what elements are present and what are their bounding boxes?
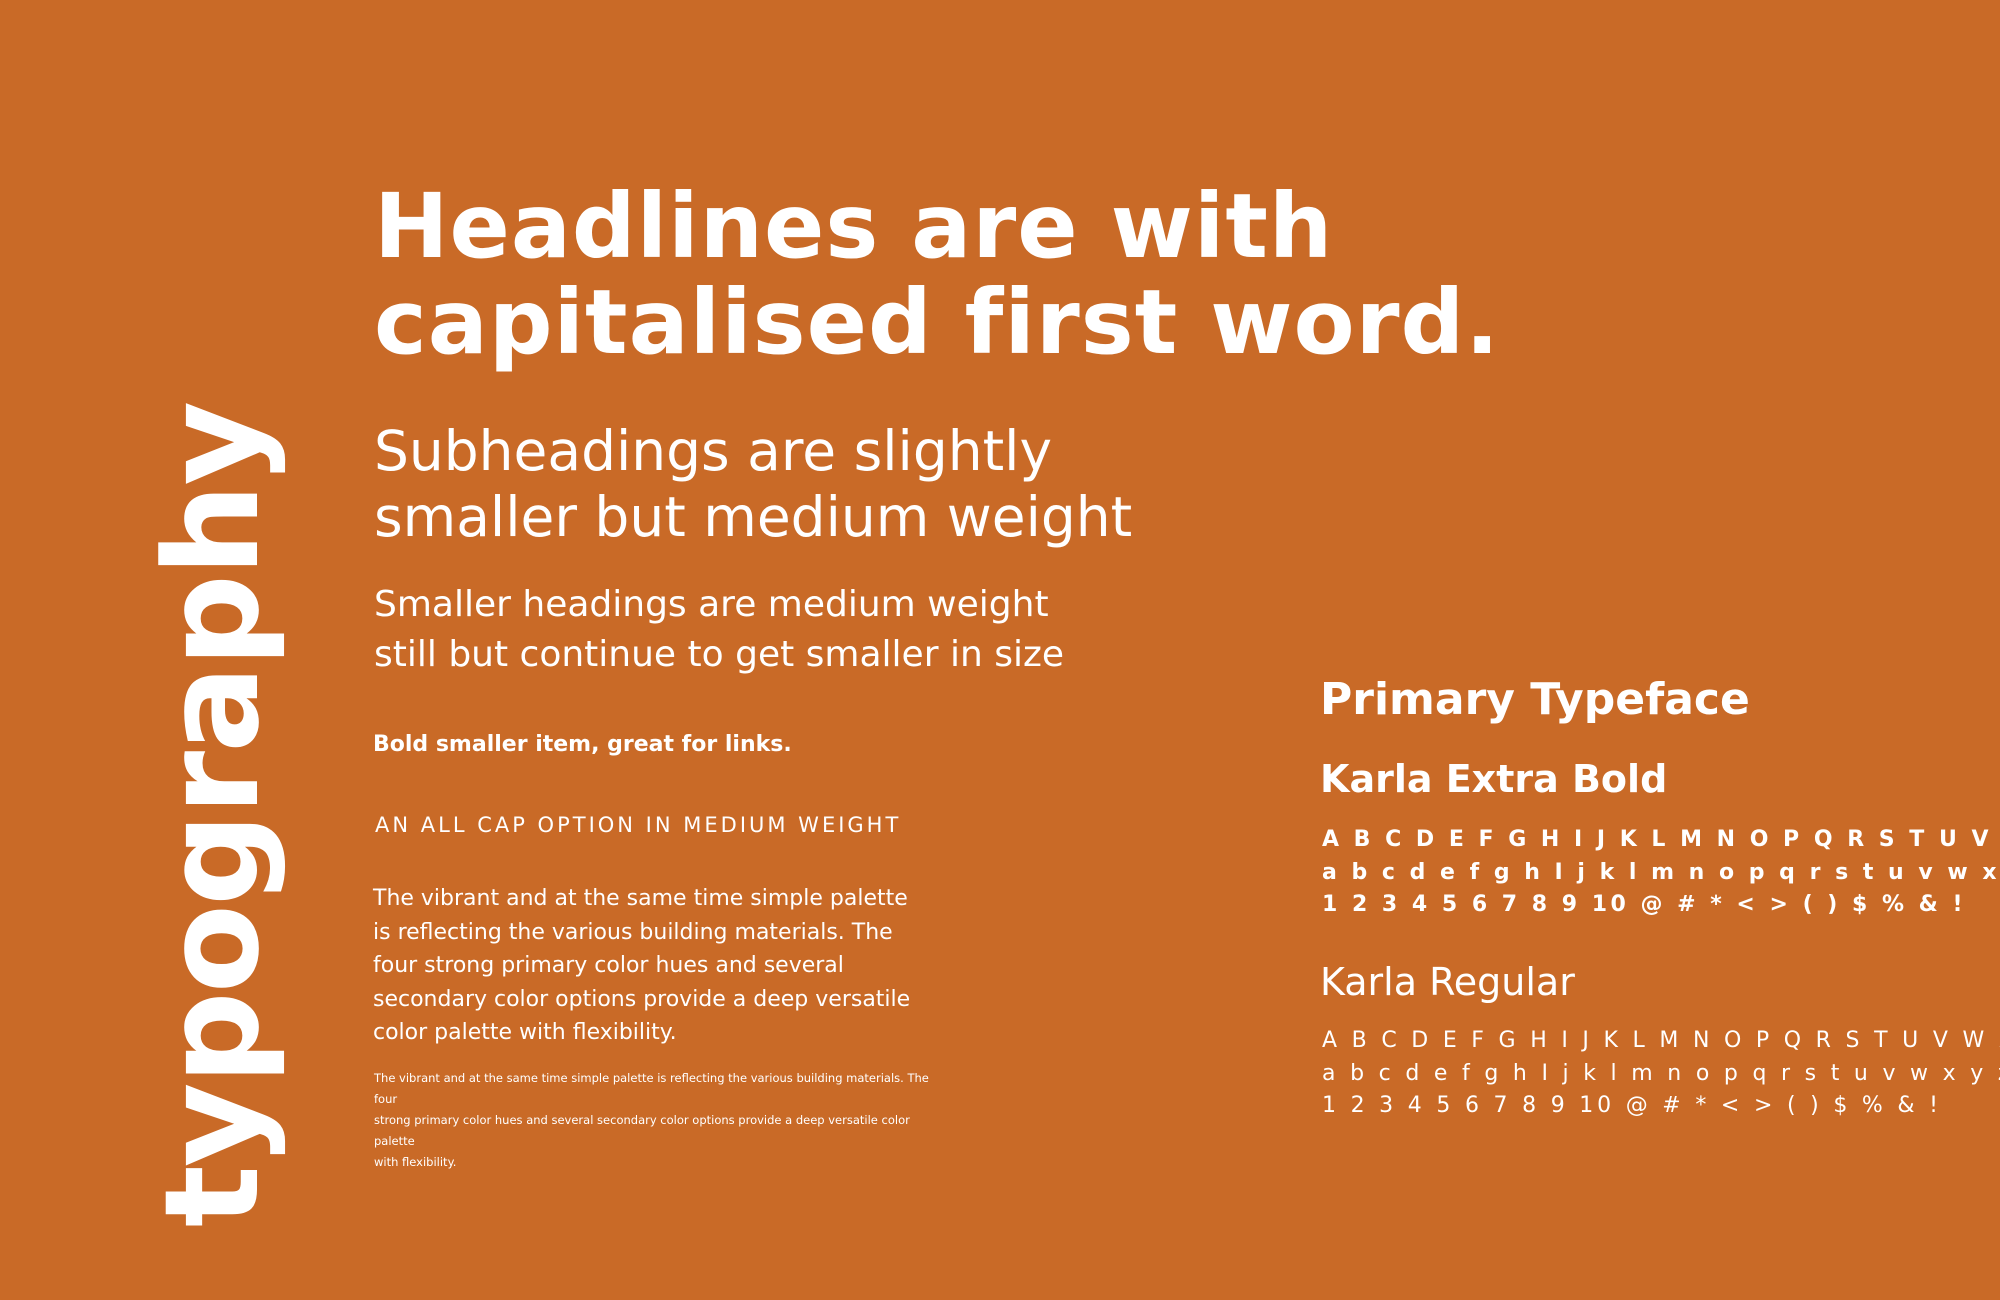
primary-typeface-title: Primary Typeface bbox=[1320, 673, 1750, 727]
glyph-row-uppercase: A B C D E F G H I J K L M N O P Q R S T … bbox=[1322, 1025, 1992, 1058]
body-text-small: The vibrant and at the same time simple … bbox=[374, 1068, 954, 1173]
smaller-heading-line: Smaller headings are medium weight bbox=[374, 584, 1049, 625]
karla-regular-glyphs: A B C D E F G H I J K L M N O P Q R S T … bbox=[1322, 1025, 1992, 1123]
body-line: is reflecting the various building mater… bbox=[373, 920, 893, 945]
karla-extra-bold-title: Karla Extra Bold bbox=[1320, 754, 1667, 804]
small-body-line: with flexibility. bbox=[374, 1155, 456, 1169]
subheading-sample: Subheadings are slightly smaller but med… bbox=[374, 418, 1374, 550]
headline-line: capitalised first word. bbox=[374, 270, 1500, 374]
glyph-row-uppercase: A B C D E F G H I J K L M N O P Q R S T … bbox=[1322, 824, 1992, 857]
glyph-row-numbers: 1 2 3 4 5 6 7 8 9 10 @ # * < > ( ) $ % &… bbox=[1322, 1090, 1992, 1123]
glyph-row-lowercase: a b c d e f g h I j k l m n o p q r s t … bbox=[1322, 857, 1992, 890]
glyph-row-lowercase: a b c d e f g h I j k l m n o p q r s t … bbox=[1322, 1058, 1992, 1091]
body-line: four strong primary color hues and sever… bbox=[373, 953, 844, 978]
subheading-line: smaller but medium weight bbox=[374, 485, 1132, 549]
smaller-heading-line: still but continue to get smaller in siz… bbox=[374, 634, 1064, 675]
body-line: color palette with flexibility. bbox=[373, 1020, 677, 1045]
smaller-heading-sample: Smaller headings are medium weight still… bbox=[374, 580, 1274, 680]
all-caps-sample: AN ALL CAP OPTION IN MEDIUM WEIGHT bbox=[375, 811, 1075, 839]
headline-sample: Headlines are with capitalised first wor… bbox=[374, 178, 1574, 370]
side-title: typography bbox=[147, 403, 277, 1228]
body-text-large: The vibrant and at the same time simple … bbox=[373, 882, 953, 1050]
bold-link-sample: Bold smaller item, great for links. bbox=[373, 730, 1073, 760]
headline-line: Headlines are with bbox=[374, 174, 1333, 278]
small-body-line: The vibrant and at the same time simple … bbox=[374, 1071, 929, 1106]
karla-extra-bold-glyphs: A B C D E F G H I J K L M N O P Q R S T … bbox=[1322, 824, 1992, 922]
subheading-line: Subheadings are slightly bbox=[374, 419, 1052, 483]
karla-regular-title: Karla Regular bbox=[1320, 957, 1575, 1007]
body-line: The vibrant and at the same time simple … bbox=[373, 886, 908, 911]
body-line: secondary color options provide a deep v… bbox=[373, 987, 910, 1012]
small-body-line: strong primary color hues and several se… bbox=[374, 1113, 910, 1148]
glyph-row-numbers: 1 2 3 4 5 6 7 8 9 10 @ # * < > ( ) $ % &… bbox=[1322, 889, 1992, 922]
